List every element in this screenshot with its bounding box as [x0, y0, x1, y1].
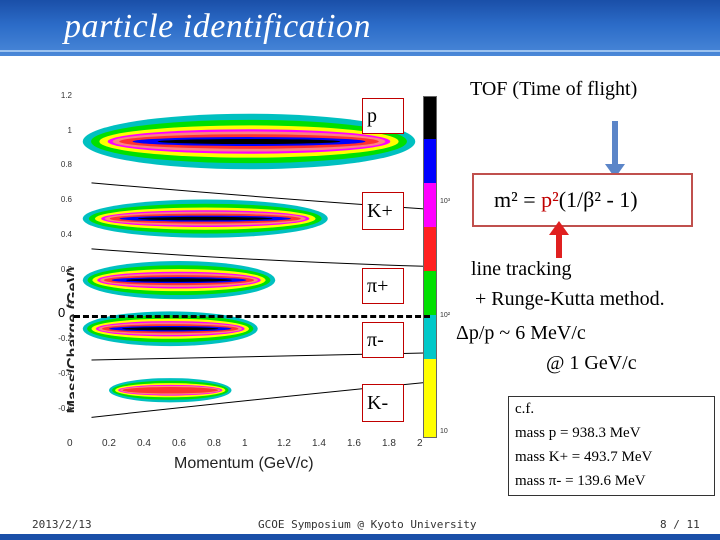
- heat-band: [82, 261, 276, 300]
- formula-momentum: p²: [541, 187, 559, 212]
- cb-seg-red: [424, 227, 436, 271]
- x-tick-label: 0.2: [102, 438, 116, 449]
- tof-text: TOF (Time of flight): [470, 78, 638, 100]
- footer-page: 8 / 11: [660, 518, 700, 531]
- mass-pion: mass π- = 139.6 MeV: [515, 473, 646, 489]
- mass-proton: mass p = 938.3 MeV: [515, 425, 641, 441]
- runge-kutta-text: + Runge-Kutta method.: [475, 288, 665, 310]
- heat-cell: [122, 327, 219, 331]
- heat-cell: [126, 278, 232, 282]
- pid-plot: Mass/Charge (GeV) 1.210.80.60.40.20-0.2-…: [32, 86, 462, 486]
- title-bar: particle identification: [0, 0, 720, 56]
- mass-formula: m² = p²(1/β² - 1): [494, 187, 638, 213]
- y-tick-label: -0.2: [58, 334, 72, 344]
- y-tick-label: 1.2: [60, 91, 72, 100]
- y-tick-label: 0.2: [60, 264, 72, 274]
- cb-seg-yellow: [424, 359, 436, 437]
- heatmap-svg: [82, 113, 424, 418]
- label-pi-plus: π+: [362, 268, 404, 304]
- formula-beta: (1/β² - 1): [558, 187, 638, 212]
- arrow-up-icon: [549, 221, 569, 235]
- cb-seg-black: [424, 97, 436, 139]
- title-rule: [0, 50, 720, 52]
- zero-label: 0: [58, 305, 66, 320]
- x-tick-label: 0.6: [172, 438, 186, 449]
- mass-kaon: mass K+ = 493.7 MeV: [515, 449, 653, 465]
- slide-title: particle identification: [64, 8, 372, 45]
- zero-dashed-line: [74, 315, 430, 318]
- cb-seg-blue: [424, 139, 436, 183]
- heat-band: [109, 378, 232, 403]
- heat-cell: [157, 139, 341, 145]
- footer-bar: [0, 534, 720, 540]
- formula-box: m² = p²(1/β² - 1): [472, 173, 693, 227]
- y-tick-label: -0.4: [58, 368, 72, 378]
- cb-seg-cyan: [424, 315, 436, 359]
- x-tick-label: 1.8: [382, 438, 396, 449]
- arrow-down-shaft: [612, 121, 618, 166]
- y-tick-label: 1: [67, 125, 72, 135]
- x-tick-label: 1.4: [312, 438, 326, 449]
- color-scale-bar: [423, 96, 437, 438]
- label-k-plus: K+: [362, 192, 404, 230]
- colorbar-tick-100: 10²: [440, 312, 451, 319]
- x-tick-label: 1.6: [347, 438, 361, 449]
- x-tick-label: 2: [417, 438, 423, 449]
- heat-band: [82, 199, 328, 238]
- band-boundary-curve: [91, 248, 424, 267]
- footer-venue: GCOE Symposium @ Kyoto University: [258, 518, 477, 531]
- plot-area: [74, 96, 424, 426]
- resolution-momentum-text: @ 1 GeV/c: [546, 352, 637, 374]
- x-tick-label: 0.8: [207, 438, 221, 449]
- x-tick-label: 0: [67, 438, 73, 449]
- label-proton: p: [362, 98, 404, 134]
- label-pi-minus: π-: [362, 322, 404, 358]
- x-axis-label: Momentum (GeV/c): [174, 455, 314, 472]
- footer-date: 2013/2/13: [32, 518, 92, 531]
- y-tick-label: 0: [67, 299, 72, 309]
- y-tick-label: 0.6: [60, 195, 72, 205]
- resolution-text: Δp/p ~ 6 MeV/c: [456, 322, 586, 344]
- x-tick-label: 1.2: [277, 438, 291, 449]
- line-tracking-text: line tracking: [471, 258, 572, 280]
- y-tick-label: 0.8: [60, 160, 72, 170]
- heat-band: [82, 113, 416, 170]
- arrow-up-shaft: [556, 234, 562, 258]
- colorbar-tick-10: 10: [440, 428, 448, 435]
- cf-head: c.f.: [515, 401, 535, 417]
- heat-cell: [122, 387, 219, 394]
- x-tick-label: 0.4: [137, 438, 151, 449]
- x-tick-label: 1: [242, 438, 248, 449]
- y-tick-label: -0.6: [58, 403, 72, 413]
- reference-masses-box: c.f. mass p = 938.3 MeV mass K+ = 493.7 …: [508, 396, 715, 496]
- colorbar-tick-1000: 10³: [440, 198, 451, 205]
- heat-band: [82, 311, 258, 347]
- cb-seg-magenta: [424, 183, 436, 227]
- formula-mass: m² =: [494, 187, 542, 212]
- y-tick-label: 0.4: [60, 229, 72, 239]
- cb-seg-green: [424, 271, 436, 315]
- label-k-minus: K-: [362, 384, 404, 422]
- heat-cell: [137, 216, 273, 221]
